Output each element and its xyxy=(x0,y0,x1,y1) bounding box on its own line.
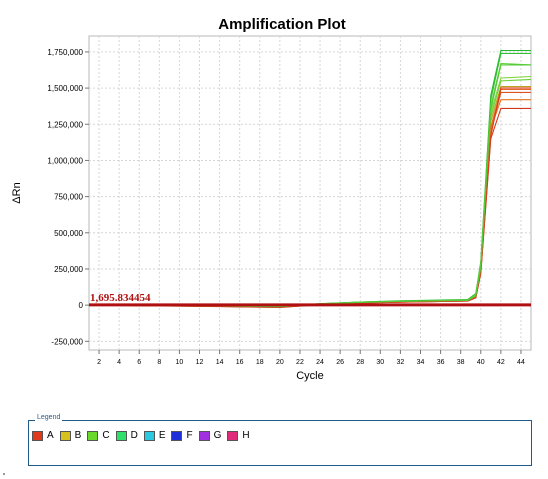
x-tick-label: 16 xyxy=(236,359,244,366)
x-tick-label: 14 xyxy=(216,359,224,366)
corner-mark xyxy=(3,473,5,475)
legend-label: H xyxy=(242,430,250,441)
y-axis-ticks: -250,000 0 250,000 500,000 750,000 1,000,000 1… xyxy=(47,48,89,346)
x-tick-label: 10 xyxy=(176,359,184,366)
x-axis-ticks: 2 4 6 8 10 12 14 16 18 20 22 24 26 28 30 32 34 36 38 40 42 44 xyxy=(97,350,525,366)
x-tick-label: 8 xyxy=(157,359,161,366)
x-tick-label: 2 xyxy=(97,359,101,366)
legend-swatch xyxy=(59,430,71,441)
legend-item-e: E xyxy=(143,430,166,441)
x-tick-label: 34 xyxy=(417,359,425,366)
legend-label: E xyxy=(158,430,166,441)
x-tick-label: 40 xyxy=(477,359,485,366)
y-tick-label: 1,000,000 xyxy=(47,156,83,165)
x-tick-label: 36 xyxy=(437,359,445,366)
x-tick-label: 30 xyxy=(376,359,384,366)
y-tick-label: 500,000 xyxy=(54,229,83,238)
x-axis-label: Cycle xyxy=(296,370,324,382)
legend-label: C xyxy=(102,430,110,441)
y-tick-label: 250,000 xyxy=(54,265,83,274)
legend-label: F xyxy=(186,430,193,441)
legend-item-c: C xyxy=(87,430,110,441)
legend-label: D xyxy=(130,430,138,441)
x-tick-label: 6 xyxy=(137,359,141,366)
legend-swatch xyxy=(115,430,127,441)
legend-label: B xyxy=(74,430,82,441)
y-axis-label: ΔRn xyxy=(11,182,23,203)
legend-items: A B C D E F G H xyxy=(32,430,256,441)
legend-label: G xyxy=(213,430,222,441)
legend-item-a: A xyxy=(32,430,54,441)
legend-caption: Legend xyxy=(35,414,63,421)
x-tick-label: 42 xyxy=(497,359,505,366)
x-tick-label: 22 xyxy=(296,359,304,366)
threshold: 1,695.834454 xyxy=(89,292,531,307)
threshold-label: 1,695.834454 xyxy=(90,292,151,304)
y-tick-label: 1,250,000 xyxy=(47,120,83,129)
x-tick-label: 4 xyxy=(117,359,121,366)
legend-label: A xyxy=(47,430,54,441)
gridlines xyxy=(89,36,531,350)
legend-item-b: B xyxy=(59,430,82,441)
x-tick-label: 12 xyxy=(196,359,204,366)
plot-area xyxy=(88,35,532,351)
legend-swatch xyxy=(87,430,99,441)
x-tick-label: 38 xyxy=(457,359,465,366)
legend-swatch xyxy=(171,430,183,441)
x-tick-label: 24 xyxy=(316,359,324,366)
amplification-chart: Amplification Plot -250,000 0 250,000 500,0… xyxy=(11,16,532,382)
legend-swatch xyxy=(227,430,239,441)
legend-swatch xyxy=(32,430,43,441)
y-tick-label: 0 xyxy=(79,301,84,310)
x-tick-label: 26 xyxy=(336,359,344,366)
legend-item-h: H xyxy=(227,430,250,441)
y-tick-label: 1,500,000 xyxy=(47,84,83,93)
legend-item-f: F xyxy=(171,430,193,441)
series-line-12 xyxy=(88,64,531,308)
legend-swatch xyxy=(143,430,155,441)
x-tick-label: 20 xyxy=(276,359,284,366)
legend-item-d: D xyxy=(115,430,138,441)
y-tick-label: 1,750,000 xyxy=(47,48,83,57)
x-tick-label: 28 xyxy=(356,359,364,366)
legend-swatch xyxy=(198,430,210,441)
y-tick-label: 750,000 xyxy=(54,193,83,202)
x-tick-label: 32 xyxy=(397,359,405,366)
x-tick-label: 18 xyxy=(256,359,264,366)
chart-title: Amplification Plot xyxy=(218,16,346,33)
legend-item-g: G xyxy=(198,430,222,441)
y-tick-label: -250,000 xyxy=(51,337,83,346)
legend-panel: Legend A B C D E F G H xyxy=(28,414,532,466)
x-tick-label: 44 xyxy=(517,359,525,366)
